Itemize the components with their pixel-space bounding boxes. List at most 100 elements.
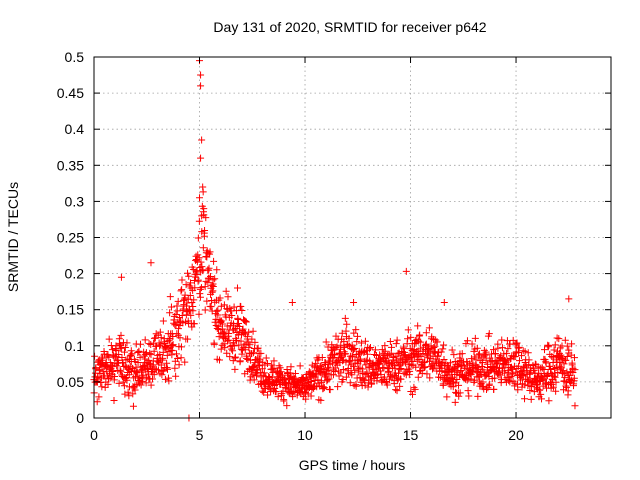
data-point xyxy=(482,348,490,356)
data-point xyxy=(258,365,266,373)
data-point xyxy=(156,341,164,349)
data-point xyxy=(123,376,131,384)
data-point xyxy=(515,349,523,357)
data-point xyxy=(380,373,388,381)
data-point xyxy=(264,391,272,399)
data-point xyxy=(121,343,129,351)
data-point xyxy=(184,269,192,277)
data-point xyxy=(462,340,470,348)
data-point xyxy=(276,364,284,372)
data-point xyxy=(169,332,177,340)
data-point xyxy=(232,353,240,361)
data-point xyxy=(141,336,149,344)
data-point xyxy=(350,298,358,306)
data-point xyxy=(161,344,169,352)
data-point xyxy=(192,252,200,260)
data-point xyxy=(339,366,347,374)
data-point xyxy=(166,293,174,301)
data-point xyxy=(318,353,326,361)
data-point xyxy=(396,366,404,374)
data-point xyxy=(218,320,226,328)
data-point xyxy=(223,349,231,357)
data-point xyxy=(482,356,490,364)
data-point xyxy=(483,385,491,393)
data-point xyxy=(199,188,207,196)
data-point xyxy=(387,343,395,351)
data-point xyxy=(555,335,563,343)
y-tick-label: 0.5 xyxy=(65,49,85,65)
x-tick-label: 20 xyxy=(508,427,524,443)
data-point xyxy=(409,390,417,398)
data-point xyxy=(193,267,201,275)
data-point xyxy=(527,395,535,403)
data-point xyxy=(416,331,424,339)
data-point xyxy=(342,327,350,335)
data-point xyxy=(173,330,181,338)
data-point xyxy=(366,343,374,351)
data-point xyxy=(354,332,362,340)
data-point xyxy=(504,345,512,353)
data-point xyxy=(127,347,135,355)
data-point xyxy=(221,344,229,352)
data-point xyxy=(460,363,468,371)
data-point xyxy=(147,381,155,389)
data-point xyxy=(250,349,258,357)
data-point xyxy=(455,381,463,389)
data-point xyxy=(197,154,205,162)
data-point xyxy=(565,295,573,303)
data-point xyxy=(422,341,430,349)
data-point xyxy=(343,320,351,328)
data-point xyxy=(423,370,431,378)
data-point xyxy=(549,383,557,391)
data-point xyxy=(342,373,350,381)
y-tick-label: 0.4 xyxy=(65,121,85,137)
data-point xyxy=(548,353,556,361)
data-point xyxy=(215,326,223,334)
data-point xyxy=(358,365,366,373)
data-point xyxy=(91,352,99,360)
data-point xyxy=(149,375,157,383)
data-point xyxy=(350,346,358,354)
data-points xyxy=(90,57,579,422)
data-point xyxy=(235,320,243,328)
data-point xyxy=(392,340,400,348)
data-point xyxy=(191,284,199,292)
data-point xyxy=(417,338,425,346)
data-point xyxy=(178,276,186,284)
data-point xyxy=(387,372,395,380)
data-point xyxy=(537,390,545,398)
data-point xyxy=(503,356,511,364)
data-point xyxy=(144,365,152,373)
data-point xyxy=(139,371,147,379)
data-point xyxy=(550,346,558,354)
data-point xyxy=(241,346,249,354)
data-point xyxy=(422,329,430,337)
data-point xyxy=(260,388,268,396)
data-point xyxy=(211,275,219,283)
y-tick-label: 0.15 xyxy=(57,302,84,318)
data-point xyxy=(238,350,246,358)
data-point xyxy=(366,345,374,353)
data-point xyxy=(509,370,517,378)
data-point xyxy=(174,354,182,362)
data-point xyxy=(220,301,228,309)
data-point xyxy=(291,370,299,378)
data-point xyxy=(249,327,257,335)
data-point xyxy=(195,310,203,318)
data-point xyxy=(451,398,459,406)
data-point xyxy=(121,390,129,398)
data-point xyxy=(280,397,288,405)
data-point xyxy=(217,318,225,326)
data-point xyxy=(236,357,244,365)
data-point xyxy=(422,340,430,348)
data-point xyxy=(317,396,325,404)
data-point xyxy=(178,286,186,294)
data-point xyxy=(353,338,361,346)
data-point xyxy=(283,402,291,410)
data-point xyxy=(129,402,137,410)
data-point xyxy=(209,283,217,291)
data-point xyxy=(474,351,482,359)
data-point xyxy=(355,356,363,364)
data-point xyxy=(489,346,497,354)
